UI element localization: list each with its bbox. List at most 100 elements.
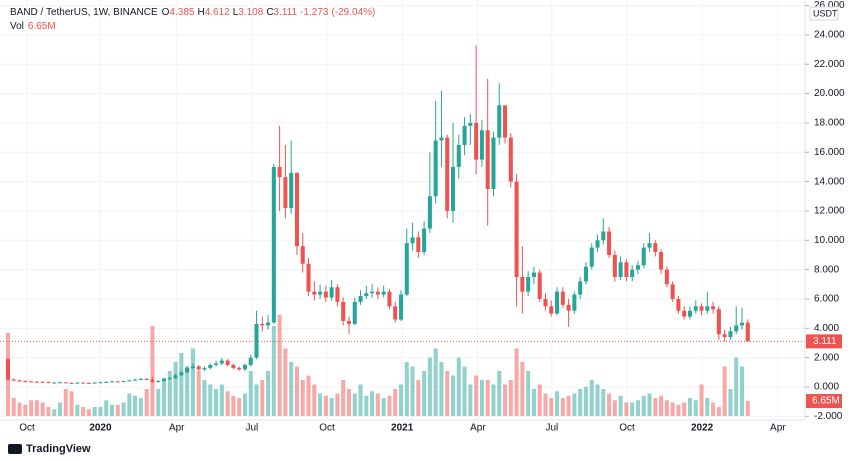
volume-bar [11,398,16,416]
candle-body [716,309,721,335]
candle-body [630,269,635,277]
candle-body [734,325,739,332]
volume-key: Vol [10,21,24,32]
volume-bar [289,362,294,416]
candle-body [121,381,126,383]
volume-bar [416,380,421,416]
candle-body [456,144,461,167]
x-tick-label: 2020 [89,423,112,434]
volume-bar [630,402,635,416]
x-tick-label: Apr [770,423,786,434]
y-tick-label: 12.000 [814,206,845,217]
candle-body [578,281,583,295]
volume-bar [485,380,490,416]
volume-bar [734,357,739,416]
x-tick-label: Jul [245,423,258,434]
x-tick-label: Oct [19,423,35,434]
candle-body [693,306,698,311]
candle-body [416,237,421,253]
volume-bar [514,348,519,416]
volume-bar [52,409,57,416]
volume-bar [75,404,80,416]
candle-body [86,382,91,384]
volume-bar [225,391,230,416]
volume-bar [445,371,450,416]
x-tick-label: Oct [319,423,335,434]
candle-body [607,231,612,255]
volume-bar [358,384,363,416]
volume-bar [277,314,282,416]
volume-bar [479,380,484,416]
volume-bar [474,375,479,416]
candle-body [150,379,155,382]
volume-bar [508,380,513,416]
candle-body [433,140,438,197]
y-tick-label: 18.000 [814,118,845,129]
volume-bar [641,395,646,416]
volume-bar [572,393,577,416]
candle-body [555,291,560,314]
candle-body [364,293,369,297]
volume-bar [687,398,693,416]
candle-body [266,322,271,326]
volume-bar [635,400,640,416]
volume-bar [98,407,103,416]
volume-bar [370,391,375,416]
legend-key: H [197,7,204,18]
candle-body [127,380,132,382]
candle-body [109,381,115,383]
y-tick-label: 16.000 [814,147,845,158]
candle-body [341,301,346,321]
volume-bar [173,362,178,416]
candle-body [46,382,51,384]
logo-icon [8,444,22,454]
volume-bar [266,371,271,416]
legend-key: O [162,7,170,18]
candle-body [670,284,675,299]
volume-bar [196,371,201,416]
volume-bar [144,389,149,416]
x-tick-label: Apr [169,423,185,434]
candle-body [612,254,617,277]
volume-bar [260,380,265,416]
volume-bar [716,407,721,416]
candle-body [479,130,484,160]
candle-body [439,137,444,141]
candle-body [254,323,259,358]
candle-body [618,262,623,277]
volume-bar [231,395,236,416]
candle-body [260,323,265,326]
y-tick-label: 0.000 [814,382,839,393]
candle-body [699,306,704,311]
volume-bar [190,348,195,416]
candle-body [664,269,669,285]
y-tick-label: 14.000 [814,176,845,187]
volume-bar [387,395,392,416]
candle-body [57,382,63,384]
volume-bar [393,389,398,416]
volume-bar [202,380,207,416]
volume-bar [346,389,352,416]
volume-bar [283,348,288,416]
x-tick-label: 2021 [391,423,414,434]
volume-bar [341,380,346,416]
candle-body [728,331,733,338]
candle-body [352,301,357,324]
volume-bar [115,404,120,416]
legend-value: 3.108 [238,7,263,18]
volume-bar [323,395,328,416]
candle-body [185,367,190,373]
candle-body [676,298,681,311]
candle-body [144,378,149,380]
candle-body [179,372,184,376]
volume-bar [237,398,242,416]
volume-bar [612,400,617,416]
volume-bar [462,366,467,416]
candle-body [503,105,508,138]
candle-body [52,382,57,384]
volume-bar [439,362,444,416]
volume-bar [537,384,542,416]
volume-legend: Vol 6.65M [10,21,56,32]
candle-body [167,378,172,380]
candle-body [81,382,86,384]
